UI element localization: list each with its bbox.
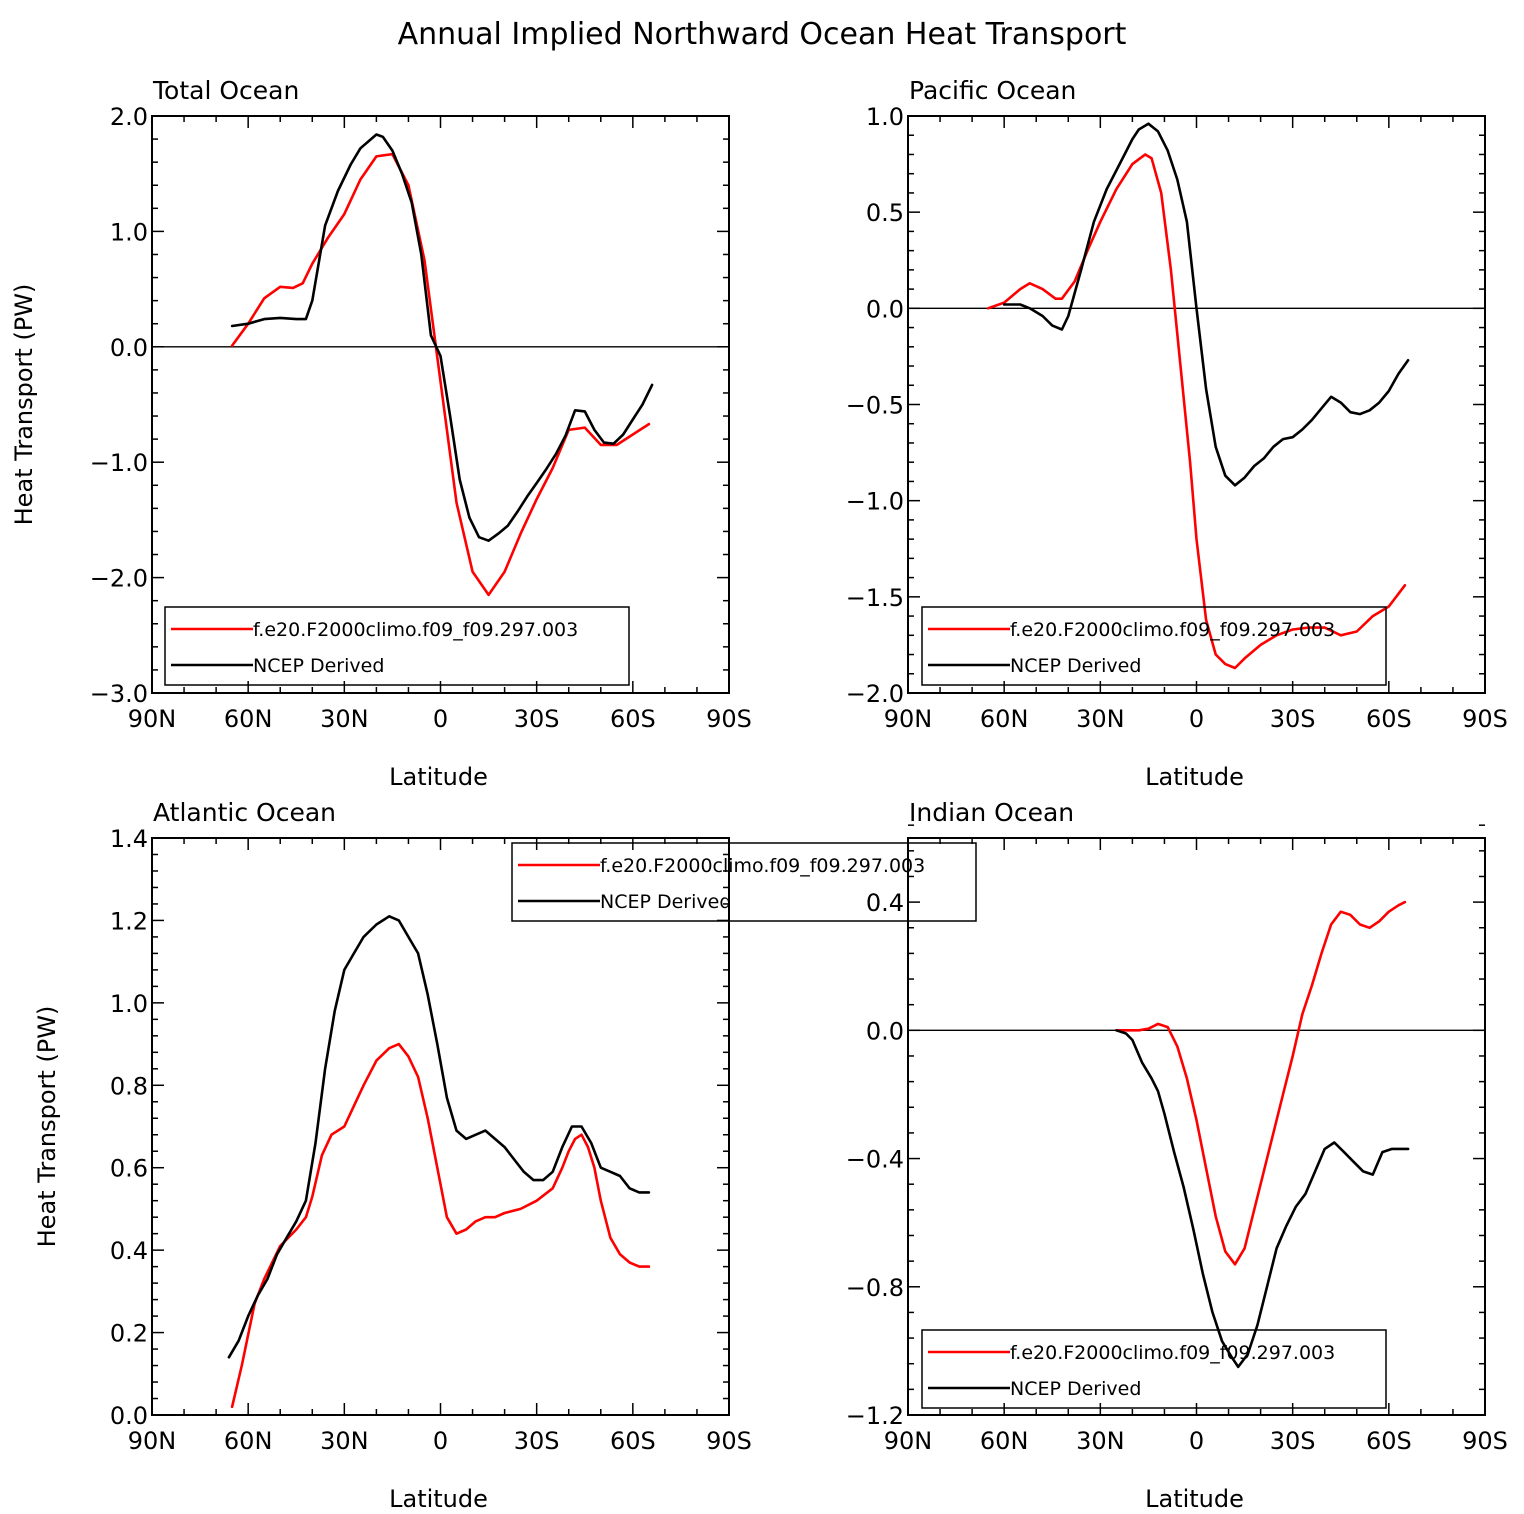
panel-total-ocean: 90N 60N 30N 0 30S 60S 90S −3.0 −2.0 −1.0 0.0 1.0 2.0… <box>10 76 752 791</box>
x-tick-label: 60N <box>224 1427 273 1455</box>
x-tick-label: 30N <box>1076 705 1125 733</box>
legend-label: NCEP Derived <box>1010 1378 1141 1400</box>
y-tick-label: 1.0 <box>110 990 148 1018</box>
panel-title: Atlantic Ocean <box>153 798 336 827</box>
x-tick-label: 90N <box>884 705 933 733</box>
legend-label: f.e20.F2000climo.f09_f09.297.003 <box>1010 1342 1335 1364</box>
legend: f.e20.F2000climo.f09_f09.297.003 NCEP Der… <box>164 606 630 686</box>
ncep-series-line <box>1115 1029 1410 1369</box>
y-tick-label: −1.0 <box>90 449 148 477</box>
legend-box <box>921 1329 1387 1409</box>
legend-box <box>164 606 630 686</box>
legend-box <box>921 606 1387 686</box>
y-axis-label: Heat Transport (PW) <box>33 1006 61 1248</box>
y-tick-label: 0.2 <box>110 1320 148 1348</box>
ncep-series-line <box>1002 122 1410 487</box>
plot-frame <box>907 115 1486 694</box>
y-tick-label: −2.0 <box>846 680 904 708</box>
panel-title: Pacific Ocean <box>909 76 1076 105</box>
x-tick-label: 0 <box>1189 1427 1204 1455</box>
legend-label: NCEP Derived <box>600 891 731 913</box>
panel-pacific-ocean: 90N 60N 30N 0 30S 60S 90S −2.0 −1.5 −1.0 −0.5 0.0 0.… <box>846 76 1508 791</box>
x-tick-label: 30N <box>320 1427 369 1455</box>
x-tick-label: 0 <box>1189 705 1204 733</box>
y-tick-label: 0.0 <box>110 1402 148 1430</box>
x-tick-label: 90S <box>706 705 752 733</box>
ncep-series-line <box>230 133 654 543</box>
y-tick-label: 0.5 <box>866 199 904 227</box>
x-tick-label: 60N <box>980 705 1029 733</box>
legend-label: f.e20.F2000climo.f09_f09.297.003 <box>600 855 925 877</box>
y-tick-label: 0.8 <box>110 1072 148 1100</box>
y-tick-label: 1.2 <box>110 907 148 935</box>
x-tick-label: 90S <box>706 1427 752 1455</box>
y-tick-label: −0.8 <box>846 1274 904 1302</box>
y-tick-label: 0.0 <box>110 334 148 362</box>
ncep-series-line <box>227 914 651 1359</box>
x-tick-label: 90N <box>128 705 177 733</box>
x-tick-label: 30S <box>1270 1427 1316 1455</box>
panel-title: Indian Ocean <box>909 798 1074 827</box>
legend-label: NCEP Derived <box>253 655 384 677</box>
panel-atlantic-ocean: 90N 60N 30N 0 30S 60S 90S 0.0 0.2 0.4 0.6 0.8 1.0 1.2… <box>33 798 977 1513</box>
legend-label: NCEP Derived <box>1010 655 1141 677</box>
x-axis-label: Latitude <box>1145 763 1244 791</box>
plot-frame <box>907 837 1486 1416</box>
x-tick-label: 30S <box>1270 705 1316 733</box>
x-tick-label: 60S <box>1366 705 1412 733</box>
x-axis-label: Latitude <box>1145 1485 1244 1513</box>
y-tick-label: −0.4 <box>846 1146 904 1174</box>
plot-frame <box>151 115 730 694</box>
model-series-line <box>230 1042 651 1409</box>
y-tick-label: 0.4 <box>866 889 904 917</box>
panel-title: Total Ocean <box>152 76 299 105</box>
x-tick-label: 60S <box>610 705 656 733</box>
x-tick-label: 0 <box>433 705 448 733</box>
y-tick-label: −2.0 <box>90 565 148 593</box>
legend-label: f.e20.F2000climo.f09_f09.297.003 <box>253 619 578 641</box>
y-tick-label: 1.4 <box>110 825 148 853</box>
y-tick-label: 0.6 <box>110 1155 148 1183</box>
legend: f.e20.F2000climo.f09_f09.297.003 NCEP Der… <box>921 1329 1387 1409</box>
y-tick-label: −3.0 <box>90 680 148 708</box>
x-tick-label: 30S <box>514 705 560 733</box>
figure-title: Annual Implied Northward Ocean Heat Tran… <box>398 17 1127 52</box>
x-tick-label: 60N <box>224 705 273 733</box>
y-tick-label: 2.0 <box>110 103 148 131</box>
x-tick-label: 90S <box>1462 705 1508 733</box>
y-tick-label: 1.0 <box>110 218 148 246</box>
panel-indian-ocean: 90N 60N 30N 0 30S 60S 90S −1.2 −0.8 −0.4 0.0 0.4 Ind… <box>846 798 1508 1513</box>
y-tick-label: 1.0 <box>866 103 904 131</box>
x-tick-label: 30N <box>320 705 369 733</box>
model-series-line <box>230 152 651 597</box>
legend-label: f.e20.F2000climo.f09_f09.297.003 <box>1010 619 1335 641</box>
x-tick-label: 30N <box>1076 1427 1125 1455</box>
x-tick-label: 90N <box>884 1427 933 1455</box>
x-tick-label: 90S <box>1462 1427 1508 1455</box>
x-axis-label: Latitude <box>389 1485 488 1513</box>
y-tick-label: −1.2 <box>846 1402 904 1430</box>
legend: f.e20.F2000climo.f09_f09.297.003 NCEP Der… <box>921 606 1387 686</box>
x-tick-label: 60S <box>1366 1427 1412 1455</box>
plot-frame <box>151 837 730 1416</box>
y-tick-label: 0.0 <box>866 295 904 323</box>
y-tick-label: −1.5 <box>846 584 904 612</box>
x-axis-label: Latitude <box>389 763 488 791</box>
y-tick-label: −0.5 <box>846 392 904 420</box>
x-tick-label: 60S <box>610 1427 656 1455</box>
x-tick-label: 90N <box>128 1427 177 1455</box>
y-tick-label: 0.4 <box>110 1237 148 1265</box>
panels: 90N 60N 30N 0 30S 60S 90S −3.0 −2.0 −1.0 0.0 1.0 2.0… <box>10 76 1508 1513</box>
y-tick-label: 0.0 <box>866 1017 904 1045</box>
model-series-line <box>986 153 1407 670</box>
y-tick-label: −1.0 <box>846 488 904 516</box>
x-tick-label: 30S <box>514 1427 560 1455</box>
x-tick-label: 60N <box>980 1427 1029 1455</box>
legend: f.e20.F2000climo.f09_f09.297.003 NCEP Der… <box>511 842 977 922</box>
y-axis-label: Heat Transport (PW) <box>10 284 38 526</box>
model-series-line <box>1115 900 1407 1266</box>
x-tick-label: 0 <box>433 1427 448 1455</box>
legend-box <box>511 842 977 922</box>
